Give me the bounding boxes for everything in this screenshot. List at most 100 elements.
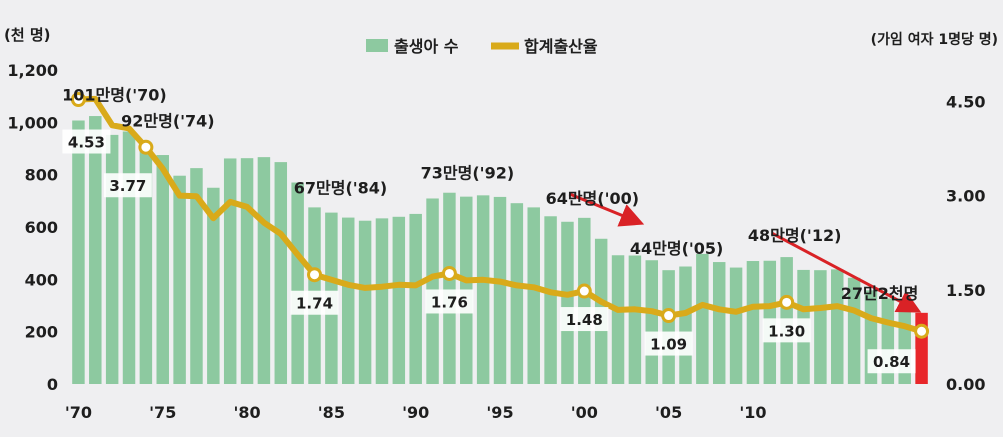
- bar: [240, 158, 254, 384]
- x-tick-label: '80: [233, 403, 260, 422]
- bar: [122, 131, 136, 384]
- legend-line-label: 합계출산율: [524, 37, 598, 56]
- fertility-marker: [138, 139, 154, 155]
- fertility-marker: [779, 294, 795, 310]
- birth-annotation: 48만명('12): [748, 226, 842, 245]
- bar: [274, 162, 288, 384]
- birth-annotation: 67만명('84): [294, 178, 388, 197]
- fertility-marker: [914, 323, 930, 339]
- bar: [696, 253, 709, 384]
- bar: [645, 260, 659, 384]
- right-tick-label: 0.00: [946, 375, 985, 394]
- bar: [476, 195, 490, 384]
- bar: [628, 255, 642, 384]
- right-tick-label: 4.50: [946, 92, 985, 111]
- fertility-marker: [441, 265, 457, 281]
- birth-annotation: 27만2천명: [841, 284, 919, 303]
- birth-annotation: 101만명('70): [62, 86, 167, 105]
- left-axis-unit: (천 명): [4, 26, 51, 44]
- x-tick-label: '85: [318, 403, 345, 422]
- bar: [358, 220, 372, 384]
- rate-labels: 4.53 3.77 1.74 1.76 1.48 1.09 1.30 0.84: [62, 129, 916, 374]
- x-tick-label: '90: [402, 403, 429, 422]
- birth-annotation: 64만명('00): [546, 189, 640, 208]
- bar: [341, 217, 355, 384]
- left-tick-label: 1,000: [7, 113, 58, 132]
- x-tick-label: '75: [149, 403, 176, 422]
- rate-label-box: [290, 290, 339, 315]
- left-tick-label: 800: [25, 166, 58, 185]
- bar: [527, 207, 540, 384]
- bar: [443, 192, 456, 384]
- bar: [257, 157, 271, 384]
- left-tick-label: 400: [25, 270, 58, 289]
- bar: [291, 182, 304, 384]
- legend-bar-swatch: [366, 39, 388, 52]
- fertility-marker: [307, 267, 323, 283]
- x-tick-label: '95: [486, 403, 513, 422]
- rate-label: 1.48: [566, 311, 603, 329]
- x-tick-label: '10: [739, 403, 766, 422]
- right-tick-label: 3.00: [946, 187, 985, 206]
- rate-label-box: [867, 349, 916, 374]
- fertility-line: [70, 92, 930, 339]
- fertility-marker: [661, 308, 677, 324]
- bar: [831, 269, 844, 384]
- bars: [72, 116, 928, 385]
- bar: [814, 270, 827, 384]
- left-tick-label: 0: [47, 375, 58, 394]
- fertility-marker: [576, 283, 592, 299]
- rate-label-box: [62, 129, 111, 154]
- bar: [578, 217, 591, 384]
- trend-arrow: [770, 231, 922, 313]
- bar: [173, 175, 186, 384]
- rate-label-box: [762, 318, 811, 343]
- bar: [679, 266, 692, 384]
- rate-label-box: [560, 307, 609, 332]
- legend: 출생아 수 합계출산율: [366, 37, 598, 56]
- rate-label: 0.84: [873, 353, 910, 371]
- bar: [712, 262, 726, 384]
- birth-annotation: 92만명('74): [121, 112, 215, 131]
- bar: [190, 168, 203, 384]
- rate-label-box: [425, 289, 474, 314]
- right-tick-label: 1.50: [946, 281, 985, 300]
- birth-annotation: 73만명('92): [421, 164, 515, 183]
- rate-label: 3.77: [109, 177, 146, 195]
- rate-label: 1.30: [768, 322, 805, 340]
- bar: [139, 142, 153, 384]
- birth-annotation: 44만명('05): [630, 239, 724, 258]
- bar: [72, 120, 85, 385]
- bar: [662, 270, 675, 384]
- bar: [223, 158, 237, 384]
- bar: [611, 255, 625, 384]
- bar: [561, 221, 574, 384]
- bar: [847, 277, 861, 384]
- bar: [915, 312, 928, 384]
- legend-bar-label: 출생아 수: [394, 37, 459, 56]
- bar: [156, 155, 169, 384]
- bar: [392, 216, 406, 384]
- bar: [89, 116, 102, 384]
- right-axis-unit: (가임 여자 1명당 명): [871, 31, 998, 48]
- bar: [493, 196, 507, 384]
- x-axis: '70 '75 '80 '85 '90 '95 '00 '05 '10: [65, 403, 767, 422]
- right-axis: 4.50 3.00 1.50 0.00: [946, 92, 985, 394]
- x-tick-label: '70: [65, 403, 92, 422]
- rate-label: 4.53: [68, 134, 105, 152]
- trend-arrow: [568, 192, 645, 227]
- bar: [746, 261, 760, 384]
- fertility-marker: [70, 92, 86, 108]
- rate-label: 1.76: [431, 293, 468, 311]
- bar: [729, 267, 743, 384]
- left-tick-label: 1,200: [7, 61, 58, 80]
- trend-arrows: [568, 192, 922, 313]
- rate-label-box: [103, 173, 152, 198]
- bar: [510, 203, 524, 384]
- left-axis: 1,200 1,000 800 600 400 200 0: [7, 61, 58, 394]
- x-tick-label: '05: [655, 403, 682, 422]
- bar: [375, 218, 389, 384]
- x-tick-label: '00: [571, 403, 598, 422]
